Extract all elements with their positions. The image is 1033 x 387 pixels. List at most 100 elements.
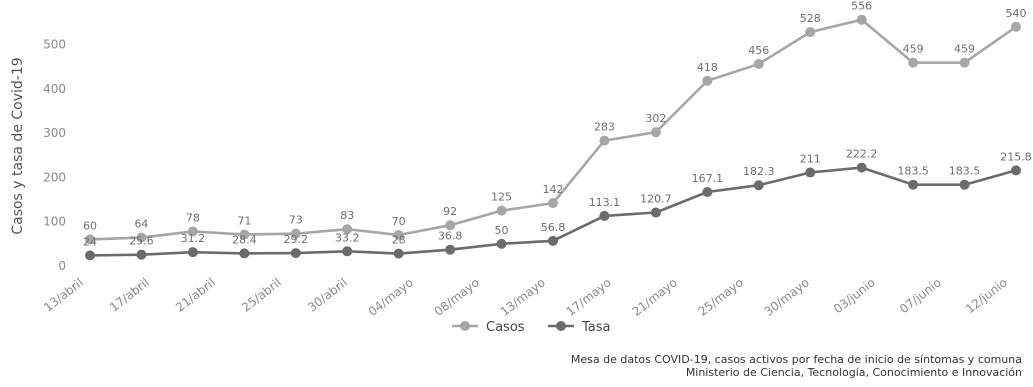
- data-label: 73: [289, 214, 303, 227]
- series-layer: 60 64 78 71 73 83 70 92 125 142 283 302 418 456 528 556…: [83, 0, 1032, 261]
- x-tick-label: 21/mayo: [630, 275, 680, 319]
- data-point: [1011, 21, 1021, 32]
- data-point: [1011, 165, 1021, 176]
- y-tick-label: 500: [43, 38, 66, 52]
- data-point: [85, 250, 95, 261]
- legend-label: Tasa: [581, 320, 611, 335]
- data-point: [187, 247, 198, 258]
- data-label: 60: [83, 219, 97, 232]
- data-label: 50: [495, 224, 509, 237]
- y-tick-label: 400: [43, 82, 66, 96]
- x-tick-label: 17/abril: [107, 275, 152, 314]
- data-label: 283: [594, 121, 615, 134]
- data-label: 36.8: [438, 230, 463, 243]
- x-tick-label: 07/junio: [897, 275, 944, 316]
- legend-marker: [460, 321, 470, 331]
- x-tick-label: 21/abril: [173, 275, 218, 314]
- x-tick-label: 30/abril: [305, 275, 350, 314]
- data-label: 25.6: [129, 235, 154, 248]
- source-line-2: Ministerio de Ciencia, Tecnología, Conoc…: [686, 366, 1022, 379]
- data-label: 167.1: [692, 172, 724, 185]
- data-point: [85, 234, 95, 245]
- x-tick-label: 13/abril: [41, 275, 86, 314]
- data-point: [650, 127, 661, 138]
- data-label: 556: [851, 0, 872, 13]
- data-label: 64: [134, 218, 148, 231]
- x-tick-label: 04/mayo: [366, 275, 416, 319]
- data-label: 70: [392, 215, 406, 228]
- series-casos: 60 64 78 71 73 83 70 92 125 142 283 302 418 456 528 556…: [83, 0, 1027, 245]
- legend-marker: [556, 321, 566, 331]
- data-label: 456: [748, 44, 769, 57]
- data-label: 418: [697, 61, 718, 74]
- data-point: [290, 248, 301, 259]
- data-label: 28: [392, 234, 406, 247]
- data-label: 183.5: [897, 165, 929, 178]
- data-point: [702, 186, 713, 197]
- data-label: 125: [491, 191, 512, 204]
- data-label: 540: [1006, 7, 1027, 20]
- data-label: 302: [645, 112, 666, 125]
- legend-label: Casos: [486, 320, 525, 335]
- data-point: [856, 162, 867, 173]
- data-label: 78: [186, 211, 200, 224]
- data-point: [548, 235, 558, 246]
- x-tick-label: 25/abril: [239, 275, 284, 314]
- data-label: 24: [83, 235, 97, 248]
- data-point: [393, 248, 404, 259]
- x-tick-label: 12/junio: [963, 275, 1010, 316]
- data-label: 459: [903, 43, 924, 56]
- data-point: [856, 14, 867, 25]
- x-tick-label: 17/mayo: [564, 275, 614, 319]
- legend: Casos Tasa: [452, 320, 611, 335]
- data-point: [342, 224, 353, 235]
- data-point: [496, 238, 507, 249]
- data-point: [445, 220, 456, 231]
- data-label: 28.4: [232, 233, 257, 246]
- x-tick-label: 13/mayo: [498, 275, 548, 319]
- x-tick-label: 30/mayo: [762, 275, 812, 319]
- source-line-1: Mesa de datos COVID-19, casos activos po…: [571, 353, 1022, 366]
- data-point: [959, 57, 970, 68]
- data-point: [753, 58, 764, 69]
- data-label: 56.8: [541, 221, 566, 234]
- data-label: 71: [237, 215, 251, 228]
- data-point: [753, 180, 764, 191]
- data-label: 120.7: [640, 193, 672, 206]
- data-point: [342, 246, 353, 257]
- data-label: 222.2: [846, 148, 878, 161]
- series-tasa: 24 25.6 31.2 28.4 29.2 33.2 28 36.8 50 56.8 113.1 1…: [83, 148, 1032, 261]
- data-point: [239, 248, 250, 259]
- data-point: [136, 249, 147, 260]
- data-label: 31.2: [181, 232, 206, 245]
- data-label: 182.3: [743, 165, 775, 178]
- data-point: [393, 229, 404, 240]
- data-label: 183.5: [949, 165, 981, 178]
- data-point: [548, 198, 558, 209]
- data-point: [599, 135, 610, 146]
- data-label: 528: [800, 12, 821, 25]
- data-label: 113.1: [589, 196, 621, 209]
- data-point: [959, 179, 970, 190]
- data-point: [599, 210, 610, 221]
- data-label: 459: [954, 43, 975, 56]
- data-label: 33.2: [335, 231, 360, 244]
- data-point: [908, 57, 919, 68]
- y-tick-label: 100: [43, 215, 66, 229]
- y-tick-label: 0: [58, 259, 66, 273]
- x-tick-label: 08/mayo: [432, 275, 482, 319]
- data-point: [187, 226, 198, 237]
- data-point: [805, 27, 816, 38]
- data-point: [445, 244, 456, 255]
- y-tick-label: 300: [43, 126, 66, 140]
- data-label: 211: [800, 153, 821, 166]
- x-axis-ticks: 13/abril 17/abril 21/abril 25/abril 30/abril…: [41, 275, 1010, 319]
- x-tick-label: 03/junio: [831, 275, 878, 316]
- y-axis-label: Casos y tasa de Covid-19: [10, 57, 26, 234]
- data-point: [290, 228, 301, 239]
- data-point: [650, 207, 661, 218]
- data-point: [908, 179, 919, 190]
- y-tick-label: 200: [43, 170, 66, 184]
